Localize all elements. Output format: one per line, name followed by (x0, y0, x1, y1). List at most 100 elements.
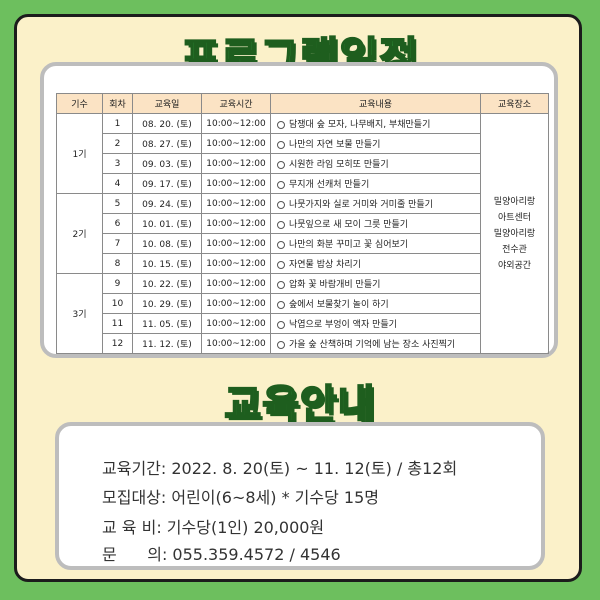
circle-bullet-icon (277, 180, 285, 189)
content-cell: 나만의 자연 보물 만들기 (270, 133, 481, 154)
info-contact: 문 의: 055.359.4572 / 4546 (102, 545, 341, 564)
date-cell: 09. 17. (토) (132, 173, 202, 194)
content-cell: 담쟁대 숲 모자, 나무배지, 부채만들기 (270, 113, 481, 134)
table-header-row: 기수 회차 교육일 교육시간 교육내용 교육장소 (56, 93, 549, 114)
location-line: 전수관 (502, 244, 527, 255)
table-row: 10 10. 29. (토) 10:00~12:00 숲에서 보물찾기 놀이 하… (57, 293, 549, 314)
header-time: 교육시간 (201, 93, 271, 114)
time-cell: 10:00~12:00 (201, 193, 271, 214)
circle-bullet-icon (277, 120, 285, 129)
content-text: 담쟁대 숲 모자, 나무배지, 부채만들기 (289, 120, 431, 130)
education-info-title: 교육안내 (223, 381, 376, 429)
session-cell: 5 (102, 193, 133, 214)
content-text: 압화 꽃 바람개비 만들기 (289, 280, 381, 290)
content-text: 나만의 자연 보물 만들기 (289, 140, 381, 150)
content-text: 나뭇가지와 실로 거미와 거미줄 만들기 (289, 200, 433, 210)
circle-bullet-icon (277, 260, 285, 269)
time-cell: 10:00~12:00 (201, 313, 271, 334)
location-line: 밀양아리랑 (493, 196, 536, 207)
content-text: 가을 숲 산책하며 기억에 남는 장소 사진찍기 (289, 340, 456, 350)
cohort-cell: 3기 (56, 273, 103, 354)
session-cell: 1 (102, 113, 133, 134)
content-cell: 나뭇잎으로 새 모이 그릇 만들기 (270, 213, 481, 234)
session-cell: 8 (102, 253, 133, 274)
content-cell: 나만의 화분 꾸미고 꽃 심어보기 (270, 233, 481, 254)
info-target: 모집대상: 어린이(6~8세) * 기수당 15명 (102, 488, 379, 507)
content-text: 나뭇잎으로 새 모이 그릇 만들기 (289, 220, 409, 230)
session-cell: 4 (102, 173, 133, 194)
table-row: 12 11. 12. (토) 10:00~12:00 가을 숲 산책하며 기억에… (57, 333, 549, 354)
schedule-table: 기수 회차 교육일 교육시간 교육내용 교육장소 1기 1 08. 20. (토… (56, 93, 549, 354)
date-cell: 11. 05. (토) (132, 313, 202, 334)
session-cell: 2 (102, 133, 133, 154)
time-cell: 10:00~12:00 (201, 233, 271, 254)
time-cell: 10:00~12:00 (201, 333, 271, 354)
date-cell: 09. 24. (토) (132, 193, 202, 214)
time-cell: 10:00~12:00 (201, 173, 271, 194)
table-row: 8 10. 15. (토) 10:00~12:00 자연물 밥상 차리기 (57, 253, 549, 274)
content-text: 나만의 화분 꾸미고 꽃 심어보기 (289, 240, 409, 250)
table-row: 4 09. 17. (토) 10:00~12:00 무지개 선캐처 만들기 (57, 173, 549, 194)
time-cell: 10:00~12:00 (201, 133, 271, 154)
location-line: 아트센터 (497, 212, 532, 223)
content-cell: 자연물 밥상 차리기 (270, 253, 481, 274)
content-text: 무지개 선캐처 만들기 (289, 180, 370, 190)
header-content: 교육내용 (270, 93, 481, 114)
circle-bullet-icon (277, 140, 285, 149)
content-cell: 가을 숲 산책하며 기억에 남는 장소 사진찍기 (270, 333, 481, 354)
cohort-cell: 1기 (56, 113, 103, 194)
time-cell: 10:00~12:00 (201, 253, 271, 274)
header-date: 교육일 (132, 93, 202, 114)
table-row: 7 10. 08. (토) 10:00~12:00 나만의 화분 꾸미고 꽃 심… (57, 233, 549, 254)
content-cell: 낙엽으로 부엉이 액자 만들기 (270, 313, 481, 334)
circle-bullet-icon (277, 200, 285, 209)
table-row: 2 08. 27. (토) 10:00~12:00 나만의 자연 보물 만들기 (57, 133, 549, 154)
content-text: 낙엽으로 부엉이 액자 만들기 (289, 320, 397, 330)
content-text: 자연물 밥상 차리기 (289, 260, 361, 270)
content-cell: 나뭇가지와 실로 거미와 거미줄 만들기 (270, 193, 481, 214)
content-text: 시원한 라임 모히또 만들기 (289, 160, 389, 170)
session-cell: 7 (102, 233, 133, 254)
time-cell: 10:00~12:00 (201, 293, 271, 314)
circle-bullet-icon (277, 240, 285, 249)
date-cell: 08. 20. (토) (132, 113, 202, 134)
location-cell: 밀양아리랑 아트센터 밀양아리랑 전수관 야외공간 (480, 113, 549, 354)
table-row: 3기 9 10. 22. (토) 10:00~12:00 압화 꽃 바람개비 만… (56, 273, 549, 354)
circle-bullet-icon (277, 160, 285, 169)
table-row: 6 10. 01. (토) 10:00~12:00 나뭇잎으로 새 모이 그릇 … (57, 213, 549, 234)
circle-bullet-icon (277, 220, 285, 229)
location-line: 야외공간 (497, 260, 532, 271)
table-row: 1기 1 08. 20. (토) 10:00~12:00 담쟁대 숲 모자, 나… (56, 113, 549, 354)
time-cell: 10:00~12:00 (201, 113, 271, 134)
education-info-card (55, 422, 545, 570)
info-fee: 교 육 비: 기수당(1인) 20,000원 (102, 518, 325, 537)
circle-bullet-icon (277, 320, 285, 329)
content-cell: 무지개 선캐처 만들기 (270, 173, 481, 194)
session-cell: 11 (102, 313, 133, 334)
circle-bullet-icon (277, 300, 285, 309)
content-cell: 시원한 라임 모히또 만들기 (270, 153, 481, 174)
time-cell: 10:00~12:00 (201, 213, 271, 234)
date-cell: 10. 15. (토) (132, 253, 202, 274)
time-cell: 10:00~12:00 (201, 273, 271, 294)
date-cell: 10. 08. (토) (132, 233, 202, 254)
date-cell: 10. 01. (토) (132, 213, 202, 234)
session-cell: 3 (102, 153, 133, 174)
header-location: 교육장소 (480, 93, 549, 114)
session-cell: 12 (102, 333, 133, 354)
session-cell: 6 (102, 213, 133, 234)
circle-bullet-icon (277, 280, 285, 289)
info-period: 교육기간: 2022. 8. 20(토) ~ 11. 12(토) / 총12회 (102, 459, 458, 478)
table-row: 2기 5 09. 24. (토) 10:00~12:00 나뭇가지와 실로 거미… (56, 193, 549, 274)
content-cell: 압화 꽃 바람개비 만들기 (270, 273, 481, 294)
header-session: 회차 (102, 93, 133, 114)
date-cell: 10. 22. (토) (132, 273, 202, 294)
date-cell: 10. 29. (토) (132, 293, 202, 314)
location-line: 밀양아리랑 (493, 228, 536, 239)
time-cell: 10:00~12:00 (201, 153, 271, 174)
content-text: 숲에서 보물찾기 놀이 하기 (289, 300, 389, 310)
date-cell: 08. 27. (토) (132, 133, 202, 154)
table-row: 11 11. 05. (토) 10:00~12:00 낙엽으로 부엉이 액자 만… (57, 313, 549, 334)
content-cell: 숲에서 보물찾기 놀이 하기 (270, 293, 481, 314)
date-cell: 09. 03. (토) (132, 153, 202, 174)
